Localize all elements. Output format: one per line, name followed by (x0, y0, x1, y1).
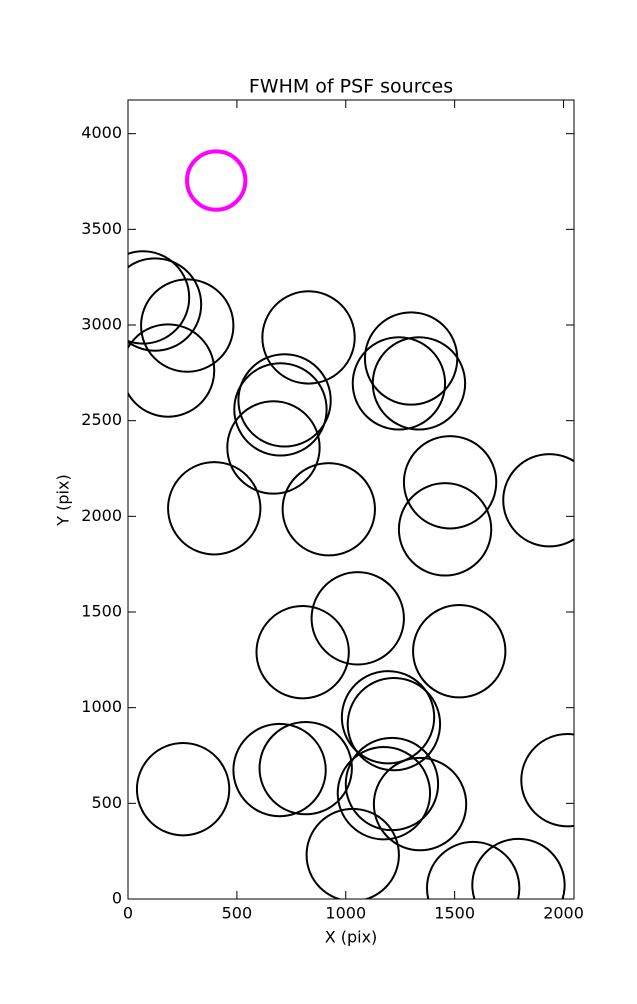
source-circle (412, 604, 507, 699)
y-tick-label: 1500 (81, 602, 122, 621)
source-circle (255, 605, 350, 700)
x-tick-label: 1500 (434, 904, 475, 923)
source-circle (520, 733, 574, 828)
source-circle (372, 756, 468, 852)
y-tick-label: 0 (112, 889, 122, 908)
source-circle (305, 807, 400, 899)
source-circle (371, 336, 467, 431)
source-circle (140, 278, 235, 373)
y-tick-label: 1000 (81, 697, 122, 716)
source-circle (426, 840, 521, 899)
source-circle (340, 670, 436, 765)
source-circle (397, 482, 493, 577)
y-tick-label: 3500 (81, 219, 122, 238)
x-tick-label: 2000 (543, 904, 584, 923)
plot-area (128, 149, 574, 899)
y-tick-label: 2000 (81, 506, 122, 525)
source-circle (128, 250, 191, 345)
source-circle (351, 336, 447, 431)
source-circle (185, 149, 248, 212)
source-circle (128, 257, 203, 352)
source-circle (402, 435, 498, 530)
source-circle (258, 720, 353, 816)
source-circle (167, 461, 262, 556)
axes-frame (127, 99, 575, 900)
chart-title: FWHM of PSF sources (249, 76, 453, 98)
source-circle (310, 571, 405, 666)
x-tick-label: 1000 (325, 904, 366, 923)
y-tick-label: 2500 (81, 410, 122, 429)
x-tick-label: 0 (123, 904, 133, 923)
source-circle (346, 676, 442, 772)
source-circle (237, 353, 332, 448)
source-circle (226, 400, 321, 495)
source-circle (128, 323, 216, 418)
y-tick-label: 500 (91, 793, 122, 812)
y-tick-label: 4000 (81, 123, 122, 142)
x-tick-label: 500 (222, 904, 253, 923)
source-circle (261, 290, 356, 385)
source-circle (135, 742, 231, 837)
y-axis-label: Y (pix) (54, 474, 73, 526)
y-tick-label: 3000 (81, 315, 122, 334)
source-circle (471, 837, 566, 899)
source-circle (336, 746, 432, 841)
x-axis-label: X (pix) (325, 928, 378, 947)
source-circle (232, 722, 327, 818)
source-circle (233, 362, 328, 457)
source-circle (502, 453, 574, 548)
source-circle (281, 462, 376, 557)
